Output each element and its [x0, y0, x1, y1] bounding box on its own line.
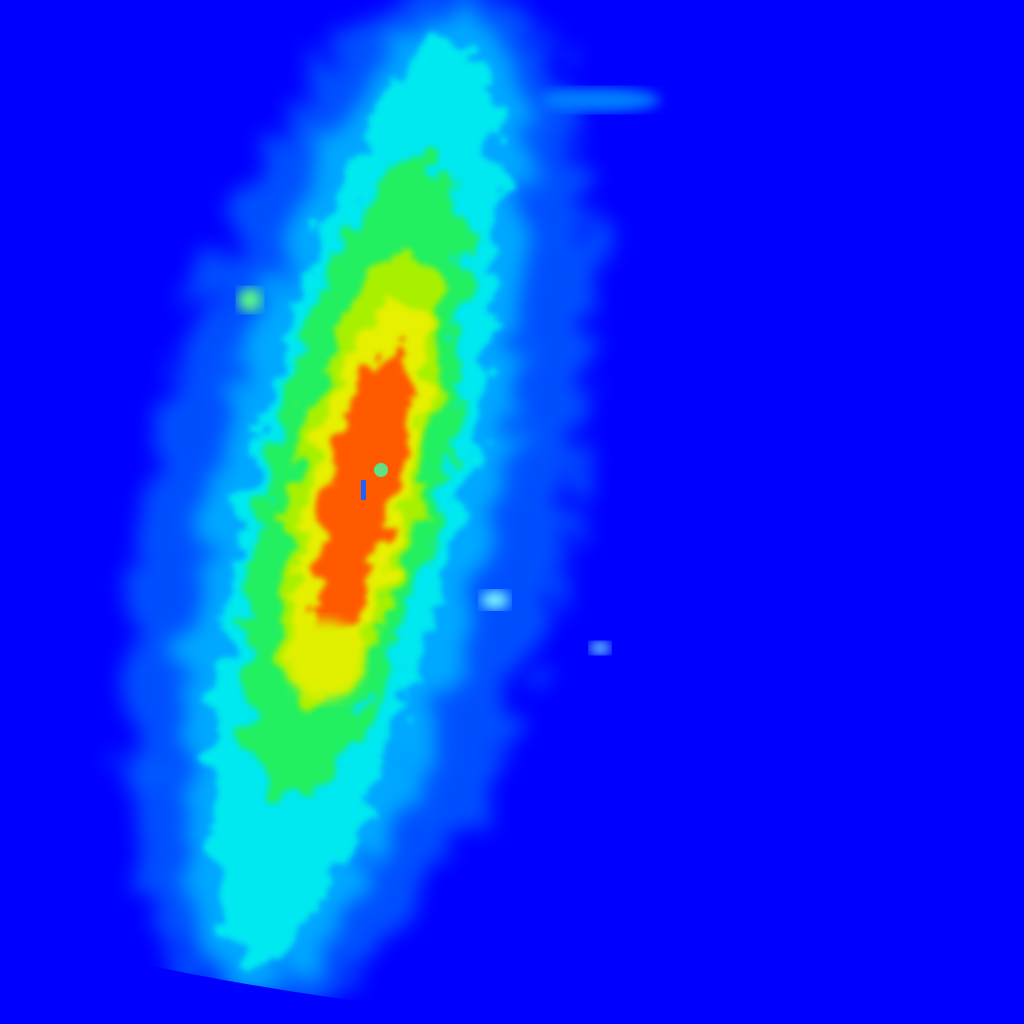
emission-band	[125, 0, 595, 1020]
marker-bar	[361, 480, 366, 500]
yellow-blob	[287, 620, 363, 700]
point-source	[590, 642, 610, 654]
point-source	[481, 591, 509, 609]
marker-dot	[374, 463, 388, 477]
wisp	[540, 88, 660, 112]
edge-mask	[0, 930, 620, 1024]
point-source	[238, 288, 262, 312]
